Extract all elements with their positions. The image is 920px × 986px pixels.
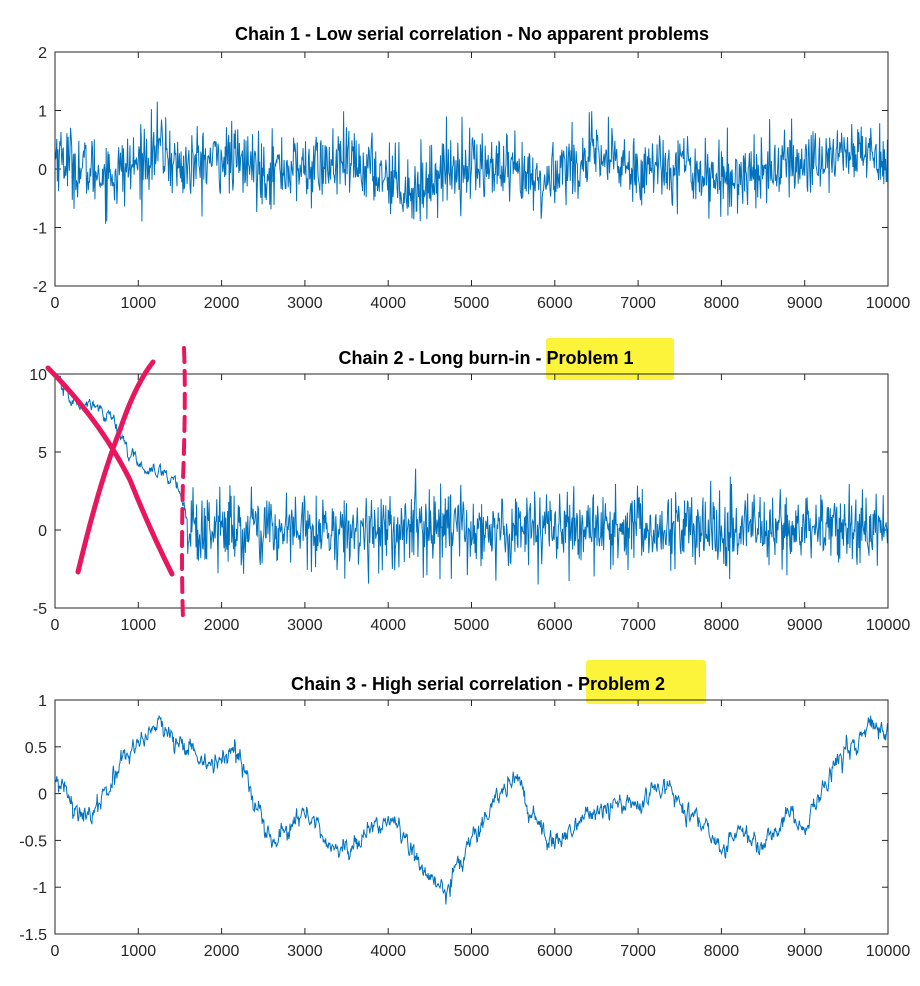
chain-2-ticks: 0 1000 2000 3000 4000 5000 6000 7000 8000 9000 100… xyxy=(29,367,910,634)
x-tick-label: 10000 xyxy=(866,943,911,960)
x-tick-label: 2000 xyxy=(204,617,240,634)
chain-3-title-highlight: Problem 2 xyxy=(578,674,665,694)
y-tick-label: 0 xyxy=(38,787,47,804)
x-tick-label: 2000 xyxy=(204,295,240,312)
chain-1-panel: Chain 1 - Low serial correlation - No ap… xyxy=(33,24,911,312)
x-tick-label: 4000 xyxy=(370,943,406,960)
x-tick-label: 2000 xyxy=(204,943,240,960)
x-tick-label: 0 xyxy=(51,295,60,312)
x-tick-label: 3000 xyxy=(287,943,323,960)
y-tick-label: 10 xyxy=(29,367,47,384)
chain-2-title: Chain 2 - Long burn-in - Problem 1 xyxy=(339,348,634,368)
chain-1-trace xyxy=(54,101,889,224)
x-tick-label: 5000 xyxy=(454,617,490,634)
x-tick-label: 7000 xyxy=(620,295,656,312)
y-tick-label: -0.5 xyxy=(19,833,47,850)
x-tick-label: 9000 xyxy=(787,295,823,312)
chain-2-title-main: Chain 2 - Long burn-in - xyxy=(339,348,547,368)
y-tick-label: 5 xyxy=(38,445,47,462)
x-tick-label: 8000 xyxy=(704,943,740,960)
y-tick-label: 2 xyxy=(38,45,47,62)
x-tick-label: 1000 xyxy=(121,617,157,634)
chain-3-title-main: Chain 3 - High serial correlation - xyxy=(291,674,578,694)
x-tick-label: 8000 xyxy=(704,617,740,634)
x-tick-label: 6000 xyxy=(537,295,573,312)
y-tick-label: -1.5 xyxy=(19,927,47,944)
chain-3-title: Chain 3 - High serial correlation - Prob… xyxy=(291,674,665,694)
x-tick-label: 3000 xyxy=(287,617,323,634)
x-tick-label: 1000 xyxy=(121,295,157,312)
chain-1-title-main: Chain 1 - Low serial correlation - No ap… xyxy=(235,24,709,44)
x-tick-label: 10000 xyxy=(866,617,911,634)
chain-3-title-highlight-bg xyxy=(586,660,706,704)
chain-3-ticks: 0 1000 2000 3000 4000 5000 6000 7000 8000 9000 100… xyxy=(19,693,910,960)
x-tick-label: 5000 xyxy=(454,943,490,960)
chain-2-title-highlight-bg xyxy=(546,338,674,380)
y-tick-label: -1 xyxy=(33,221,47,238)
chain-2-title-highlight: Problem 1 xyxy=(546,348,633,368)
y-tick-label: 0 xyxy=(38,523,47,540)
chain-2-panel: Chain 2 - Long burn-in - Problem 1 0 1000… xyxy=(29,338,910,634)
x-tick-label: 4000 xyxy=(370,617,406,634)
x-tick-label: 0 xyxy=(51,943,60,960)
burn-in-cross-stroke-2 xyxy=(75,359,156,575)
y-tick-label: -2 xyxy=(33,279,47,296)
burn-in-cross-stroke-1 xyxy=(45,365,175,577)
x-tick-label: 3000 xyxy=(287,295,323,312)
y-tick-label: 0.5 xyxy=(25,740,47,757)
x-tick-label: 9000 xyxy=(787,943,823,960)
x-tick-label: 9000 xyxy=(787,617,823,634)
x-tick-label: 0 xyxy=(51,617,60,634)
x-tick-label: 7000 xyxy=(620,943,656,960)
x-tick-label: 5000 xyxy=(454,295,490,312)
y-tick-label: 1 xyxy=(38,693,47,710)
x-tick-label: 4000 xyxy=(370,295,406,312)
y-tick-label: -1 xyxy=(33,880,47,897)
x-tick-label: 10000 xyxy=(866,295,911,312)
x-tick-label: 6000 xyxy=(537,617,573,634)
burn-in-cutoff-dashed-line xyxy=(180,346,187,620)
x-tick-label: 8000 xyxy=(704,295,740,312)
y-tick-label: -5 xyxy=(33,601,47,618)
chain-3-trace xyxy=(54,714,889,905)
chain-1-title: Chain 1 - Low serial correlation - No ap… xyxy=(235,24,709,44)
chain-2-axes-frame xyxy=(54,373,889,609)
x-tick-label: 6000 xyxy=(537,943,573,960)
chain-2-trace xyxy=(54,375,889,585)
chain-3-panel: Chain 3 - High serial correlation - Prob… xyxy=(19,660,910,960)
y-tick-label: 1 xyxy=(38,104,47,121)
chain-1-ticks: 0 1000 2000 3000 4000 5000 6000 7000 8000 9000 100… xyxy=(33,45,911,312)
y-tick-label: 0 xyxy=(38,162,47,179)
chain-1-axes-frame xyxy=(54,51,889,287)
x-tick-label: 7000 xyxy=(620,617,656,634)
x-tick-label: 1000 xyxy=(121,943,157,960)
chain-3-axes-frame xyxy=(54,699,889,935)
